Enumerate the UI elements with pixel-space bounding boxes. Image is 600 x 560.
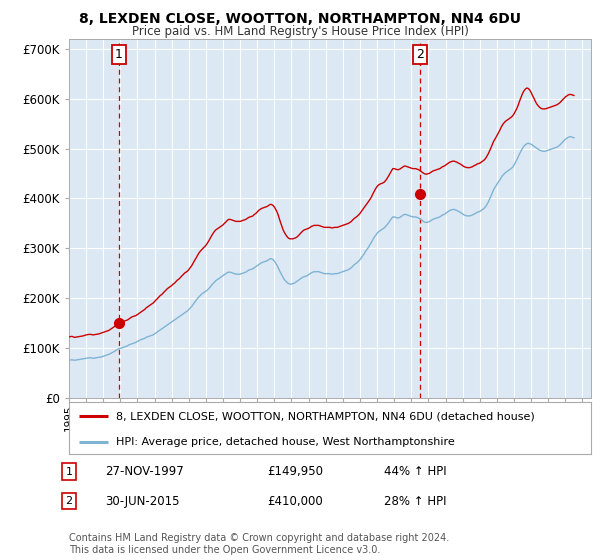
Text: 8, LEXDEN CLOSE, WOOTTON, NORTHAMPTON, NN4 6DU: 8, LEXDEN CLOSE, WOOTTON, NORTHAMPTON, N… (79, 12, 521, 26)
Text: 8, LEXDEN CLOSE, WOOTTON, NORTHAMPTON, NN4 6DU (detached house): 8, LEXDEN CLOSE, WOOTTON, NORTHAMPTON, N… (116, 411, 535, 421)
Text: £149,950: £149,950 (267, 465, 323, 478)
Text: 44% ↑ HPI: 44% ↑ HPI (384, 465, 446, 478)
Text: 2: 2 (65, 496, 73, 506)
Text: 2: 2 (416, 48, 424, 61)
Text: 1: 1 (65, 466, 73, 477)
Text: £410,000: £410,000 (267, 494, 323, 508)
Text: HPI: Average price, detached house, West Northamptonshire: HPI: Average price, detached house, West… (116, 437, 455, 447)
Text: 28% ↑ HPI: 28% ↑ HPI (384, 494, 446, 508)
Text: Contains HM Land Registry data © Crown copyright and database right 2024.
This d: Contains HM Land Registry data © Crown c… (69, 533, 449, 555)
Text: 30-JUN-2015: 30-JUN-2015 (105, 494, 179, 508)
Text: Price paid vs. HM Land Registry's House Price Index (HPI): Price paid vs. HM Land Registry's House … (131, 25, 469, 38)
Text: 1: 1 (115, 48, 123, 61)
Text: 27-NOV-1997: 27-NOV-1997 (105, 465, 184, 478)
